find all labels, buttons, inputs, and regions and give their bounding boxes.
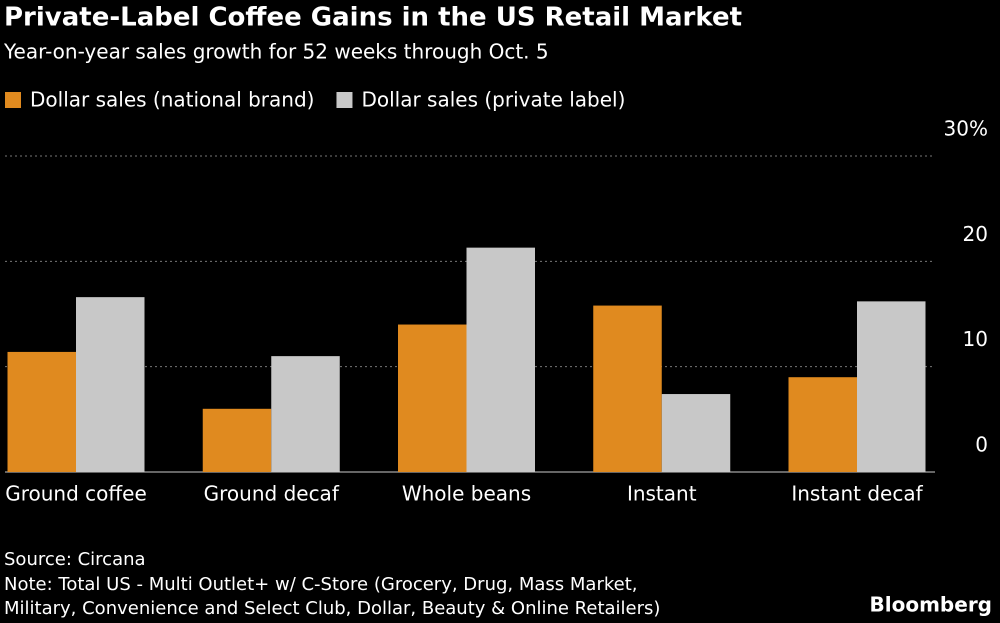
note: Note: Total US - Multi Outlet+ w/ C-Stor…: [4, 574, 637, 595]
x-tick-label: Ground coffee: [5, 482, 147, 506]
bar: [857, 301, 926, 472]
branding: Bloomberg: [870, 593, 992, 617]
y-tick-label: 0: [975, 433, 988, 457]
legend-label: Dollar sales (private label): [361, 88, 625, 112]
bar: [398, 324, 467, 472]
legend-swatch: [5, 92, 21, 108]
bar: [76, 297, 145, 472]
chart-title: Private-Label Coffee Gains in the US Ret…: [4, 3, 742, 33]
x-tick-label: Instant: [627, 482, 697, 506]
source: Source: Circana: [4, 549, 146, 570]
x-tick-label: Instant decaf: [791, 482, 923, 506]
bar: [7, 351, 76, 472]
bar: [661, 394, 731, 472]
bar: [202, 408, 272, 472]
y-tick-label: 30%: [944, 117, 988, 141]
bar: [593, 305, 662, 472]
bar: [271, 356, 340, 472]
bar: [788, 377, 857, 472]
x-tick-label: Whole beans: [402, 482, 531, 506]
chart-subtitle: Year-on-year sales growth for 52 weeks t…: [3, 40, 549, 64]
note: Military, Convenience and Select Club, D…: [4, 598, 660, 619]
legend-label: Dollar sales (national brand): [30, 88, 314, 112]
legend-swatch: [336, 92, 353, 108]
y-tick-label: 10: [963, 327, 988, 351]
y-tick-label: 20: [963, 222, 988, 246]
bar: [466, 247, 535, 472]
x-tick-label: Ground decaf: [204, 482, 340, 506]
